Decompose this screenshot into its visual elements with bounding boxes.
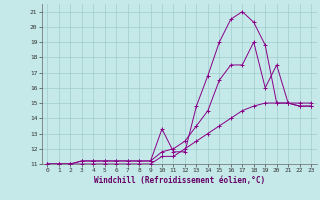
X-axis label: Windchill (Refroidissement éolien,°C): Windchill (Refroidissement éolien,°C) — [94, 176, 265, 185]
